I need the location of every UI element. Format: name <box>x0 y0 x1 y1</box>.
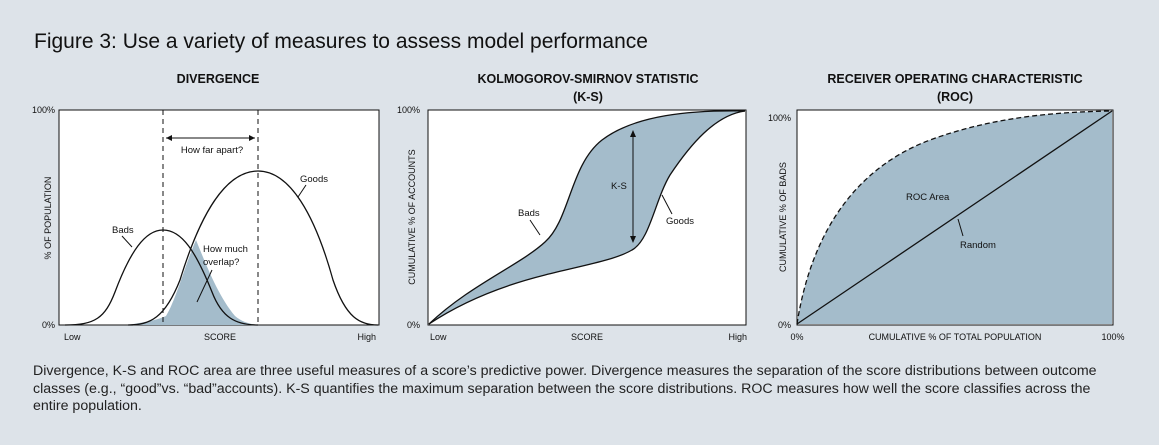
apart-arrow-right-head <box>249 135 255 141</box>
ks-x-label: SCORE <box>571 332 603 342</box>
roc-panel: RECEIVER OPERATING CHARACTERISTIC (ROC) … <box>768 72 1125 342</box>
ks-bads-curve <box>428 110 746 325</box>
ks-x-low: Low <box>430 332 447 342</box>
div-y-max: 100% <box>32 105 55 115</box>
divergence-title: DIVERGENCE <box>177 72 260 86</box>
apart-arrow-left-head <box>166 135 172 141</box>
overlap-leader <box>196 269 213 303</box>
div-x-low: Low <box>64 332 81 342</box>
div-y-label: % OF POPULATION <box>43 177 53 260</box>
roc-x-max: 100% <box>1101 332 1124 342</box>
roc-y-min: 0% <box>778 320 791 330</box>
overlap-area <box>128 240 258 325</box>
ks-arrow-bottom-head <box>630 236 636 243</box>
label-bads: Bads <box>112 225 134 236</box>
roc-title-2: (ROC) <box>937 90 973 104</box>
figure-title: Figure 3: Use a variety of measures to a… <box>34 30 648 53</box>
ks-y-label: CUMULATIVE % OF ACCOUNTS <box>407 149 417 284</box>
ks-x-high: High <box>728 332 747 342</box>
ks-separation-area <box>429 110 745 324</box>
ks-label-bads: Bads <box>518 208 540 219</box>
roc-title-1: RECEIVER OPERATING CHARACTERISTIC <box>827 72 1082 86</box>
roc-label-random: Random <box>960 240 996 251</box>
label-how-far-apart: How far apart? <box>181 145 243 156</box>
roc-x-min: 0% <box>790 332 803 342</box>
label-overlap-2: overlap? <box>203 257 239 268</box>
ks-label-ks: K-S <box>611 181 627 192</box>
roc-x-label: CUMULATIVE % OF TOTAL POPULATION <box>869 332 1042 342</box>
ks-y-min: 0% <box>407 320 420 330</box>
divergence-panel: DIVERGENCE How far apart? Bads Goods How… <box>32 72 380 342</box>
div-x-high: High <box>357 332 376 342</box>
roc-curve <box>796 110 1113 325</box>
div-y-min: 0% <box>42 320 55 330</box>
ks-goods-leader <box>661 194 673 215</box>
random-line <box>796 110 1113 325</box>
ks-title-2: (K-S) <box>573 90 603 104</box>
ks-goods-curve <box>428 110 746 325</box>
label-goods: Goods <box>300 174 328 185</box>
ks-label-goods: Goods <box>666 216 694 227</box>
roc-y-max: 100% <box>768 113 791 123</box>
roc-label-area: ROC Area <box>906 192 950 203</box>
ks-y-max: 100% <box>397 105 420 115</box>
figure-caption: Divergence, K-S and ROC area are three u… <box>33 363 1097 414</box>
ks-arrow-top-head <box>630 130 636 137</box>
random-leader <box>957 218 964 237</box>
ks-panel: KOLMOGOROV-SMIRNOV STATISTIC (K-S) K-S B… <box>397 72 747 342</box>
roc-y-label: CUMULATIVE % OF BADS <box>778 162 788 272</box>
div-x-label: SCORE <box>204 332 236 342</box>
divergence-plot-area <box>58 109 380 326</box>
ks-bads-leader <box>529 219 541 236</box>
label-overlap-1: How much <box>203 244 248 255</box>
goods-leader <box>297 184 307 198</box>
goods-curve <box>127 170 379 326</box>
bads-leader <box>121 235 133 248</box>
ks-title-1: KOLMOGOROV-SMIRNOV STATISTIC <box>477 72 698 86</box>
